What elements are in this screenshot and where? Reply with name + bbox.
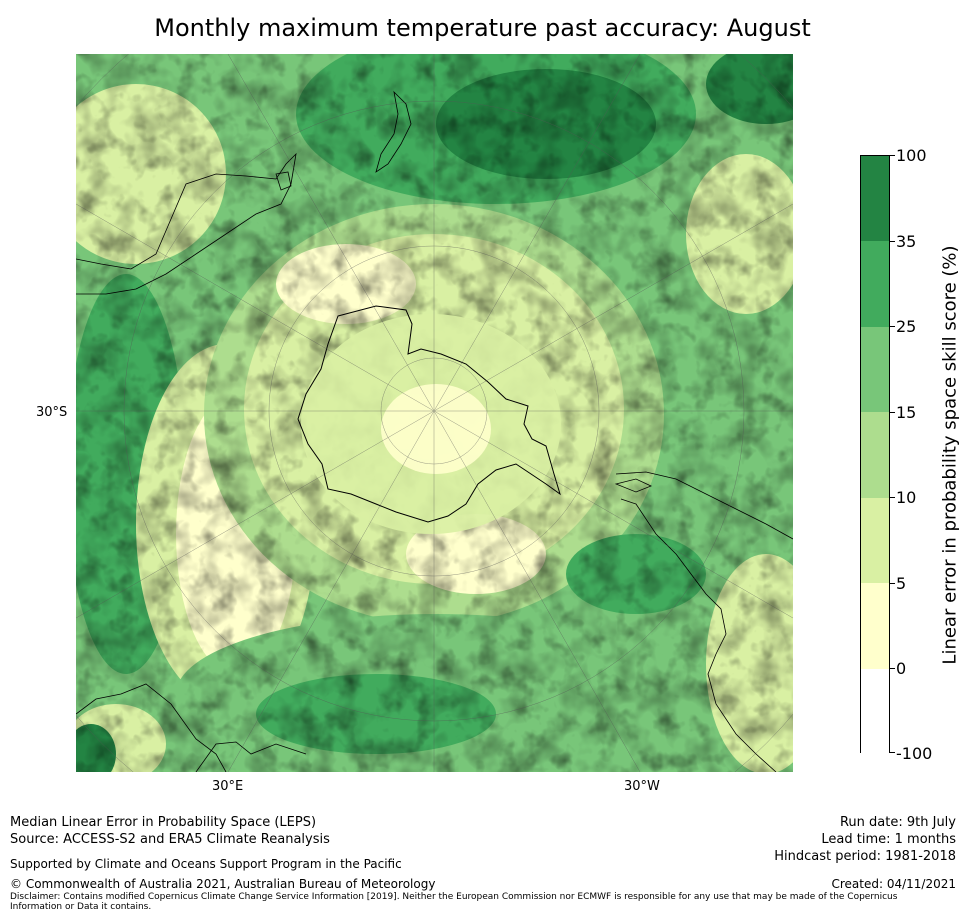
colorbar-tick [890, 326, 895, 327]
colorbar-label-15: 15 [896, 403, 917, 422]
colorbar-segment-10-15 [861, 412, 889, 498]
colorbar-label-10: 10 [896, 488, 917, 507]
colorbar-label-35: 35 [896, 232, 917, 251]
colorbar-label-neg100: -100 [896, 744, 933, 763]
colorbar-tick [890, 155, 895, 156]
antarctica-coastline [297, 305, 561, 523]
antarctica-core [381, 384, 491, 474]
colorbar-label-25: 25 [896, 317, 917, 336]
madagascar-region [195, 741, 307, 772]
colorbar-label-100: 100 [896, 146, 927, 165]
footer-support: Supported by Climate and Oceans Support … [10, 857, 402, 871]
colorbar-segment-neg100-0 [861, 669, 889, 754]
colorbar-label-0: 0 [896, 659, 907, 678]
colorbar-tick [890, 583, 895, 584]
map-panel [76, 54, 793, 772]
footer-lead-time: Lead time: 1 months [821, 832, 956, 847]
graticule [76, 54, 793, 772]
lon-label-30w: 30°W [624, 779, 660, 794]
footer-hindcast: Hindcast period: 1981-2018 [774, 849, 956, 864]
colorbar-tick [890, 752, 895, 753]
chart-title: Monthly maximum temperature past accurac… [154, 14, 811, 42]
colorbar-segment-35-100 [861, 156, 889, 241]
colorbar [860, 155, 890, 754]
colorbar-segment-0-5 [861, 583, 889, 669]
falklands [614, 478, 653, 493]
footer-run-date: Run date: 9th July [839, 815, 956, 830]
new-zealand [375, 90, 412, 173]
lon-label-30e: 30°E [212, 779, 244, 794]
lat-label-30s: 30°S [36, 405, 68, 420]
tasmania [275, 171, 292, 191]
polar-map [76, 54, 793, 772]
africa-coastline [76, 683, 227, 772]
footer-copyright: © Commonwealth of Australia 2021, Austra… [10, 877, 436, 891]
colorbar-label-5: 5 [896, 574, 907, 593]
footer-disclaimer: Disclaimer: Contains modified Copernicus… [10, 892, 898, 912]
colorbar-tick [890, 497, 895, 498]
south-america-coastline [615, 471, 793, 772]
colorbar-tick [890, 412, 895, 413]
footer-source: Source: ACCESS-S2 and ERA5 Climate Reana… [10, 832, 330, 847]
australia-coastline [76, 152, 297, 295]
colorbar-segment-15-25 [861, 327, 889, 412]
colorbar-tick [890, 668, 895, 669]
colorbar-segment-25-35 [861, 241, 889, 327]
footer-method: Median Linear Error in Probability Space… [10, 815, 317, 830]
colorbar-title: Linear error in probability space skill … [939, 245, 961, 665]
colorbar-segment-5-10 [861, 498, 889, 583]
footer-created: Created: 04/11/2021 [831, 877, 956, 891]
colorbar-tick [890, 241, 895, 242]
